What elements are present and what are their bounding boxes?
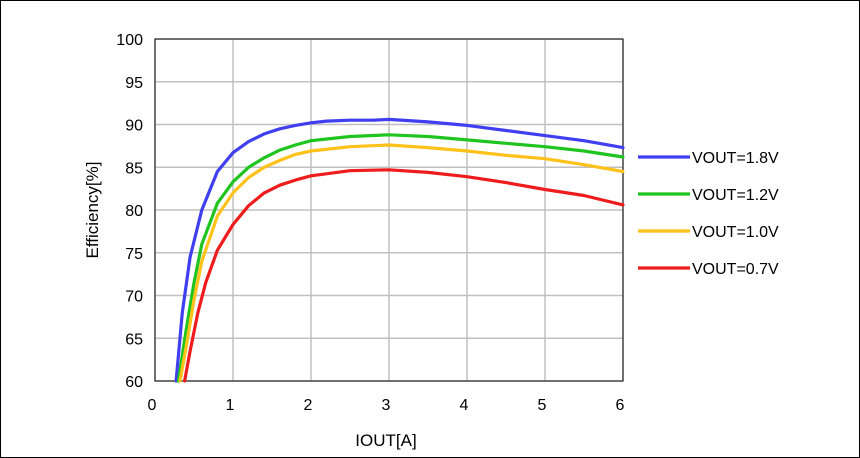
legend-label: VOUT=1.0V	[692, 224, 779, 241]
y-tick-label: 100	[116, 32, 143, 49]
x-tick-label: 3	[382, 397, 391, 414]
grid-lines	[154, 38, 624, 382]
x-tick-label: 2	[304, 397, 313, 414]
x-tick-labels: 0 1 2 3 4 5 6	[148, 397, 625, 414]
y-tick-label: 75	[125, 246, 143, 263]
legend: VOUT=1.8V VOUT=1.2V VOUT=1.0V VOUT=0.7V	[638, 150, 779, 278]
y-tick-label: 65	[125, 331, 143, 348]
x-axis-title: IOUT[A]	[355, 431, 416, 450]
series-lines	[174, 117, 625, 383]
x-tick-label: 1	[226, 397, 235, 414]
plot-area-border	[154, 38, 624, 382]
legend-label: VOUT=0.7V	[692, 261, 779, 278]
y-axis-title: Efficiency[%]	[83, 161, 102, 258]
series-line-4	[183, 168, 625, 383]
x-tick-label: 4	[460, 397, 469, 414]
x-tick-label: 6	[616, 397, 625, 414]
legend-label: VOUT=1.8V	[692, 150, 779, 167]
y-tick-labels: 60 65 70 75 80 85 90 95 100	[116, 32, 143, 391]
x-tick-label: 5	[538, 397, 547, 414]
y-tick-label: 95	[125, 75, 143, 92]
y-tick-label: 60	[125, 374, 143, 391]
y-tick-label: 70	[125, 289, 143, 306]
series-line-1	[174, 117, 625, 383]
series-line-3	[178, 143, 625, 383]
x-tick-label: 0	[148, 397, 157, 414]
y-tick-label: 85	[125, 160, 143, 177]
series-line-2	[176, 133, 625, 383]
y-tick-label: 90	[125, 118, 143, 135]
y-tick-label: 80	[125, 203, 143, 220]
legend-label: VOUT=1.2V	[692, 187, 779, 204]
